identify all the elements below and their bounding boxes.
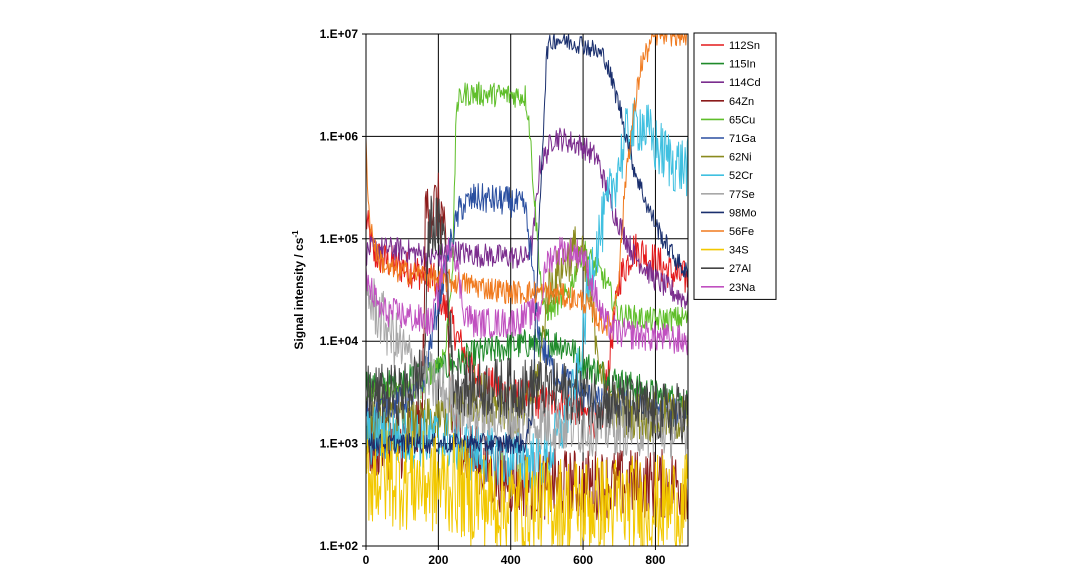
legend-label: 71Ga	[729, 133, 757, 145]
series-line-56fe	[365, 33, 688, 336]
x-tick-label: 800	[645, 553, 665, 567]
legend-label: 112Sn	[729, 40, 760, 52]
legend-label: 65Cu	[729, 114, 755, 126]
y-axis-title: Signal intensity / cs-1	[291, 230, 306, 350]
y-axis-title-text: Signal intensity / cs	[292, 237, 306, 349]
legend-label: 64Zn	[729, 96, 754, 108]
series-line-98mo	[365, 33, 689, 455]
y-axis-title-superscript: -1	[291, 230, 300, 238]
series-lines	[365, 33, 689, 547]
legend-label: 98Mo	[729, 207, 757, 219]
legend-label: 27Al	[729, 263, 751, 275]
legend-label: 52Cr	[729, 170, 753, 182]
x-tick-label: 400	[501, 553, 521, 567]
y-tick-label: 1.E+03	[320, 437, 359, 451]
x-tick-label: 600	[573, 553, 593, 567]
legend-label: 62Ni	[729, 152, 752, 164]
legend-label: 114Cd	[729, 77, 761, 89]
y-tick-label: 1.E+05	[320, 232, 359, 246]
plot-area-frame	[365, 33, 689, 547]
series-line-112sn	[365, 210, 689, 440]
series-line-34s	[365, 429, 689, 547]
legend-label: 115In	[729, 59, 756, 71]
x-tick-label: 0	[363, 553, 370, 567]
legend-box	[693, 32, 777, 300]
legend-label: 56Fe	[729, 226, 754, 238]
legend-label: 23Na	[729, 282, 756, 294]
y-tick-label: 1.E+07	[320, 27, 359, 41]
series-line-27al	[365, 195, 689, 444]
series-line-23na	[365, 236, 689, 356]
y-tick-label: 1.E+02	[320, 539, 359, 553]
y-tick-label: 1.E+06	[320, 129, 359, 143]
axes: 1.E+02 1.E+03 1.E+04 1.E+05 1.E+06 1.E+07 0 200…	[320, 27, 689, 567]
legend-label: 34S	[729, 245, 749, 257]
legend: 112Sn 115In 114Cd 64Zn 65Cu 71Ga 62Ni 52Cr 77Se 9…	[693, 32, 777, 300]
x-tick-label: 200	[428, 553, 448, 567]
series-line-114cd	[365, 127, 689, 309]
legend-label: 77Se	[729, 189, 755, 201]
y-tick-label: 1.E+04	[320, 334, 359, 348]
